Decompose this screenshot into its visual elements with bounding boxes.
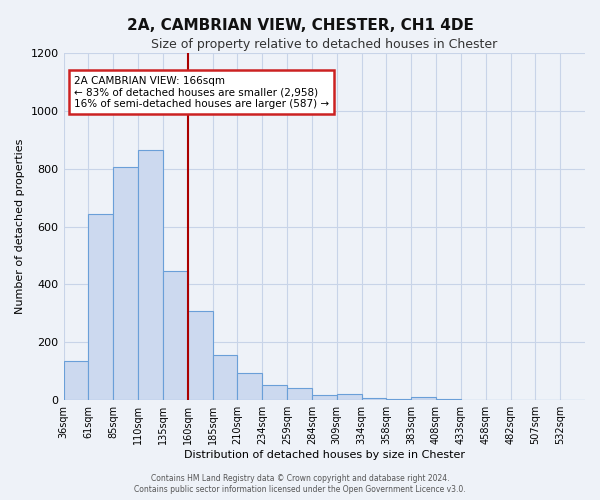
Y-axis label: Number of detached properties: Number of detached properties — [15, 139, 25, 314]
Text: 2A CAMBRIAN VIEW: 166sqm
← 83% of detached houses are smaller (2,958)
16% of sem: 2A CAMBRIAN VIEW: 166sqm ← 83% of detach… — [74, 76, 329, 109]
X-axis label: Distribution of detached houses by size in Chester: Distribution of detached houses by size … — [184, 450, 465, 460]
Bar — [411, 398, 436, 400]
Bar — [312, 395, 337, 400]
Bar — [113, 168, 138, 400]
Text: Contains HM Land Registry data © Crown copyright and database right 2024.
Contai: Contains HM Land Registry data © Crown c… — [134, 474, 466, 494]
Text: 2A, CAMBRIAN VIEW, CHESTER, CH1 4DE: 2A, CAMBRIAN VIEW, CHESTER, CH1 4DE — [127, 18, 473, 32]
Bar — [163, 272, 188, 400]
Bar — [287, 388, 312, 400]
Bar — [238, 372, 262, 400]
Bar — [362, 398, 386, 400]
Bar — [262, 385, 287, 400]
Bar — [337, 394, 362, 400]
Bar — [212, 356, 238, 400]
Title: Size of property relative to detached houses in Chester: Size of property relative to detached ho… — [151, 38, 497, 51]
Bar — [188, 310, 212, 400]
Bar — [138, 150, 163, 400]
Bar — [88, 214, 113, 400]
Bar — [386, 399, 411, 400]
Bar — [64, 361, 88, 400]
